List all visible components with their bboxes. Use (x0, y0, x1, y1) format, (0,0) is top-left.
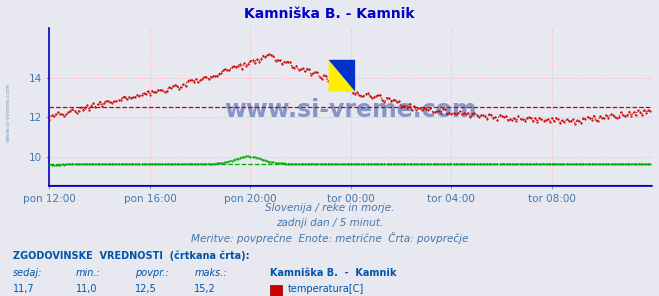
Text: min.:: min.: (76, 268, 101, 278)
Text: Slovenija / reke in morje.: Slovenija / reke in morje. (265, 203, 394, 213)
Text: 15,2: 15,2 (194, 284, 216, 294)
Text: www.si-vreme.com: www.si-vreme.com (5, 83, 11, 142)
Text: sedaj:: sedaj: (13, 268, 43, 278)
Text: temperatura[C]: temperatura[C] (287, 284, 364, 294)
Polygon shape (329, 60, 355, 91)
Text: maks.:: maks.: (194, 268, 227, 278)
Text: 12,5: 12,5 (135, 284, 157, 294)
Polygon shape (329, 60, 355, 91)
Text: ZGODOVINSKE  VREDNOSTI  (črtkana črta):: ZGODOVINSKE VREDNOSTI (črtkana črta): (13, 250, 250, 260)
Polygon shape (329, 60, 355, 91)
Text: www.si-vreme.com: www.si-vreme.com (225, 99, 477, 123)
Text: 11,0: 11,0 (76, 284, 98, 294)
Text: Kamniška B.  -  Kamnik: Kamniška B. - Kamnik (270, 268, 397, 278)
Text: Meritve: povprečne  Enote: metrične  Črta: povprečje: Meritve: povprečne Enote: metrične Črta:… (191, 232, 468, 244)
Text: zadnji dan / 5 minut.: zadnji dan / 5 minut. (276, 218, 383, 228)
Text: povpr.:: povpr.: (135, 268, 169, 278)
Text: Kamniška B. - Kamnik: Kamniška B. - Kamnik (244, 7, 415, 21)
Text: 11,7: 11,7 (13, 284, 35, 294)
